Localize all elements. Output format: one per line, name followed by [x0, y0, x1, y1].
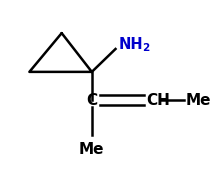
Text: C: C — [86, 93, 97, 108]
Text: Me: Me — [185, 93, 211, 108]
Text: Me: Me — [79, 142, 105, 157]
Text: 2: 2 — [142, 43, 150, 53]
Text: NH: NH — [119, 37, 143, 52]
Text: CH: CH — [146, 93, 170, 108]
